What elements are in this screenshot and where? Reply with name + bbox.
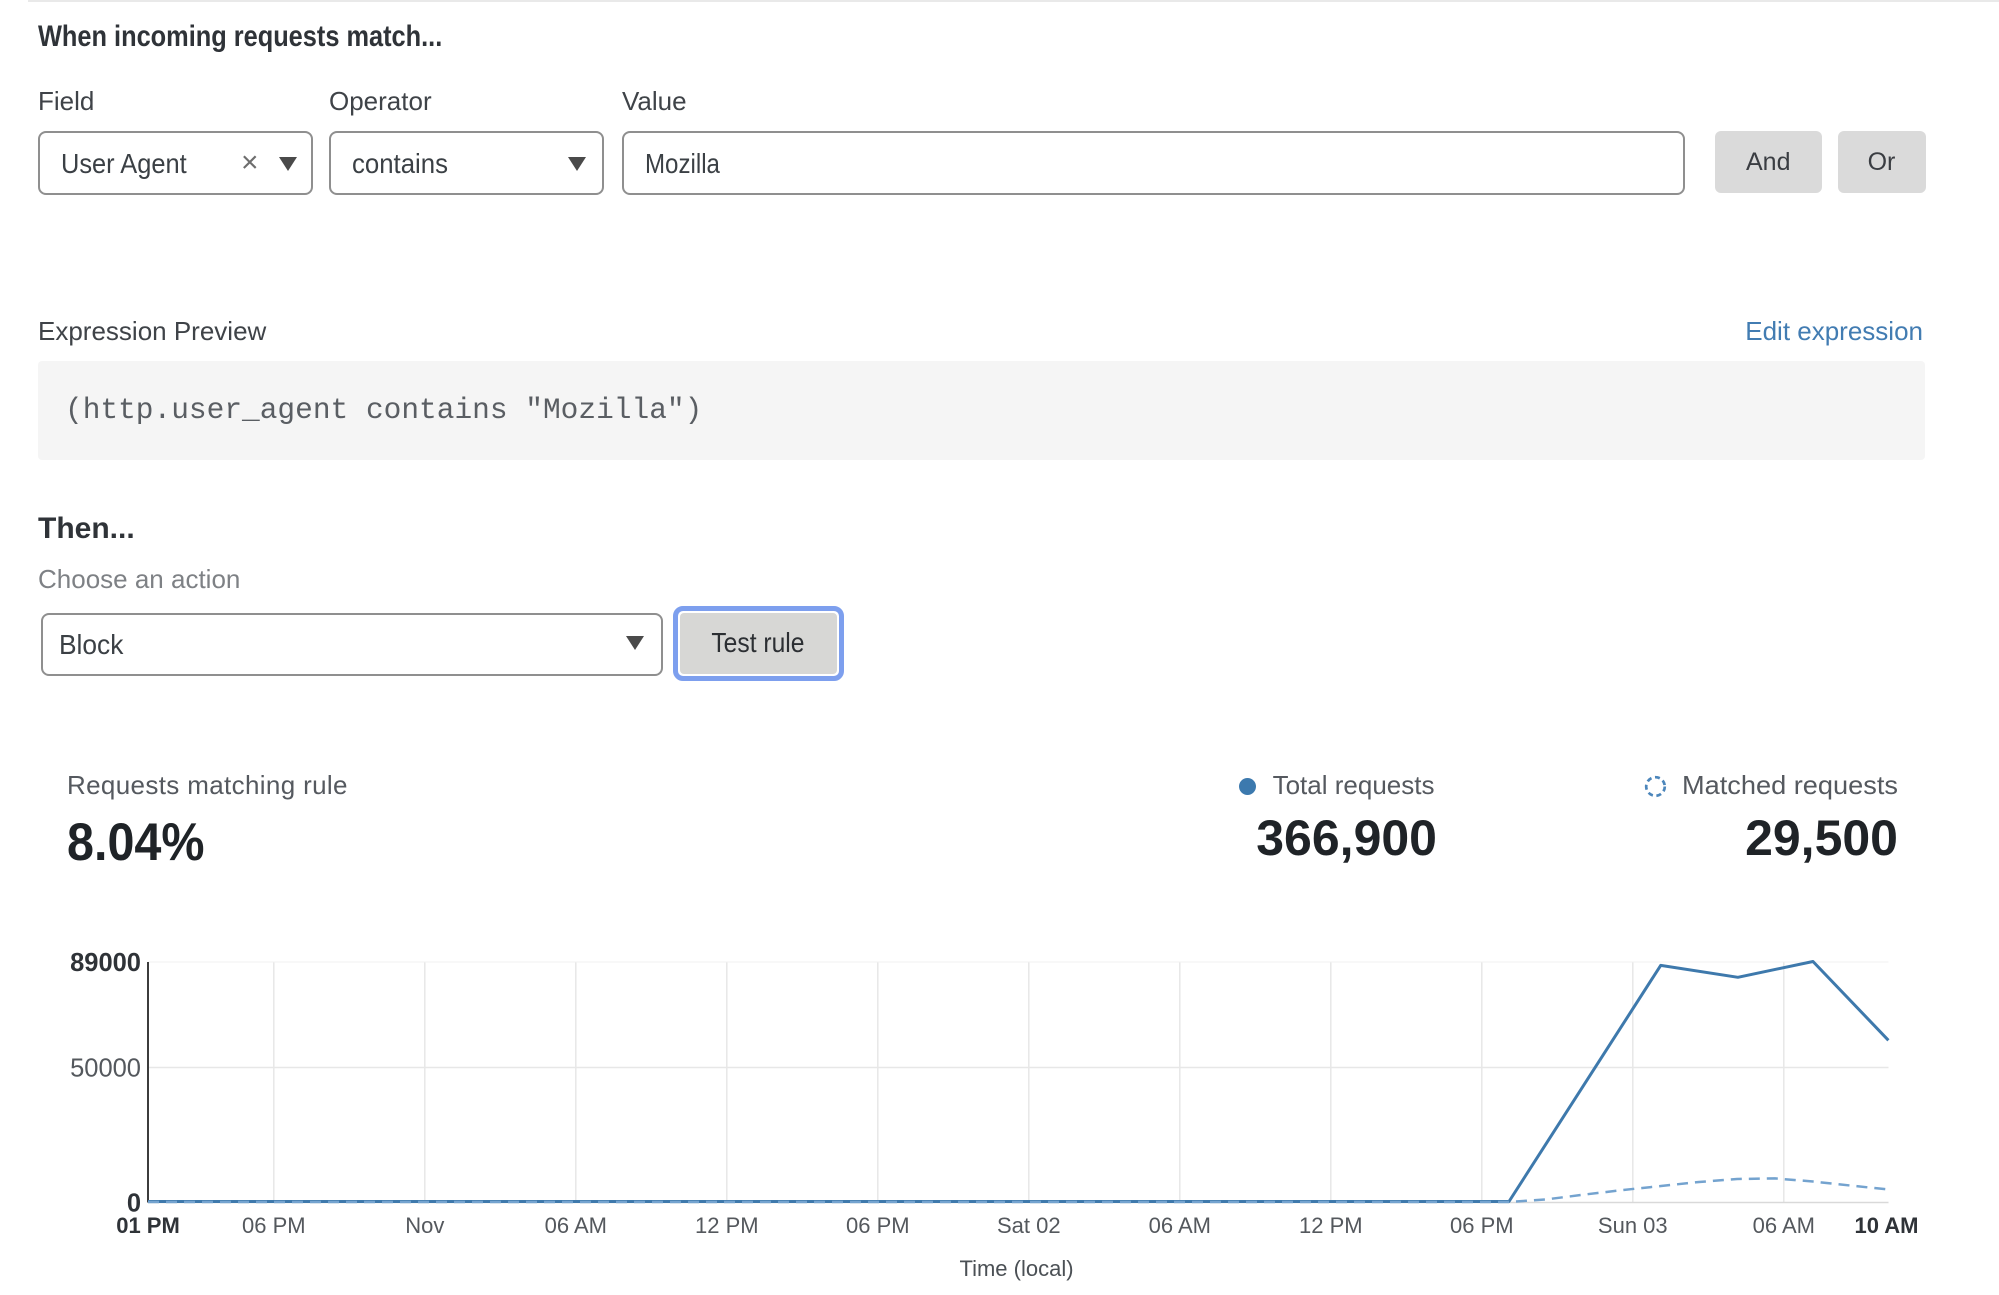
svg-text:06 AM: 06 AM bbox=[1149, 1213, 1211, 1238]
svg-text:Time (local): Time (local) bbox=[959, 1256, 1073, 1281]
svg-text:01 PM: 01 PM bbox=[116, 1213, 180, 1238]
svg-text:10 AM: 10 AM bbox=[1855, 1213, 1919, 1238]
svg-text:12 PM: 12 PM bbox=[1299, 1213, 1363, 1238]
svg-text:0: 0 bbox=[127, 1189, 141, 1217]
svg-text:06 AM: 06 AM bbox=[545, 1213, 607, 1238]
svg-text:06 PM: 06 PM bbox=[242, 1213, 306, 1238]
svg-text:06 AM: 06 AM bbox=[1753, 1213, 1815, 1238]
svg-text:Sun 03: Sun 03 bbox=[1598, 1213, 1668, 1238]
svg-text:Sat 02: Sat 02 bbox=[997, 1213, 1061, 1238]
svg-text:06 PM: 06 PM bbox=[846, 1213, 910, 1238]
svg-text:50000: 50000 bbox=[70, 1054, 141, 1082]
svg-text:06 PM: 06 PM bbox=[1450, 1213, 1514, 1238]
svg-text:12 PM: 12 PM bbox=[695, 1213, 759, 1238]
svg-text:89000: 89000 bbox=[70, 949, 141, 977]
svg-text:Nov: Nov bbox=[405, 1213, 444, 1238]
